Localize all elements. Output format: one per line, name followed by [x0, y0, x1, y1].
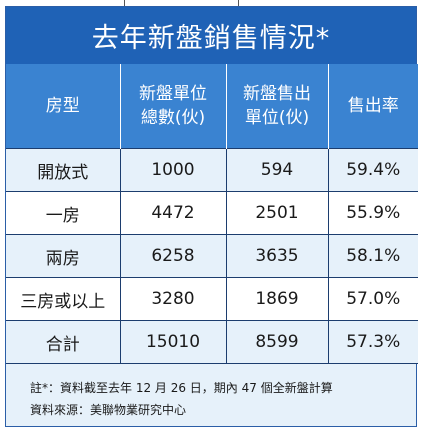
table-total-row: 合計 15010 8599 57.3%: [6, 320, 418, 364]
header-sell-rate-label: 售出率: [347, 96, 399, 116]
cell-flat-type: 三房或以上: [6, 277, 120, 321]
header-total-units-line1: 新盤單位: [139, 84, 207, 104]
cell-total-units: 15010: [119, 320, 226, 364]
cell-total-units: 3280: [119, 277, 226, 321]
header-flat-type-label: 房型: [45, 96, 80, 116]
cell-sell-rate: 57.3%: [327, 320, 418, 364]
cell-units-sold: 1869: [225, 277, 328, 321]
cell-units-sold: 594: [225, 148, 328, 192]
cell-flat-type: 一房: [6, 191, 120, 235]
table-row: 兩房 6258 3635 58.1%: [6, 234, 418, 278]
cell-units-sold: 8599: [225, 320, 328, 364]
cell-flat-type: 合計: [6, 320, 120, 364]
footnote-text: 註*：資料截至去年 12 月 26 日，期內 47 個全新盤計算: [30, 381, 333, 395]
cell-units-sold: 2501: [225, 191, 328, 235]
header-sell-rate: 售出率: [327, 64, 418, 149]
crop-mark: [124, 0, 125, 6]
header-total-units-line2: 總數(伙): [140, 108, 206, 128]
cell-total-units: 4472: [119, 191, 226, 235]
top-crop-marks: [0, 0, 423, 6]
table-row: 一房 4472 2501 55.9%: [6, 191, 418, 235]
header-units-sold-line2: 單位(伙): [244, 108, 310, 128]
table-title: 去年新盤銷售情況*: [6, 7, 416, 64]
table-header-row: 房型 新盤單位 總數(伙) 新盤售出 單位(伙) 售出率: [6, 64, 418, 149]
crop-mark: [238, 0, 239, 6]
source-text: 資料來源：美聯物業研究中心: [30, 403, 187, 417]
cell-sell-rate: 57.0%: [327, 277, 418, 321]
cell-sell-rate: 59.4%: [327, 148, 418, 192]
sales-table-card: 去年新盤銷售情況* 房型 新盤單位 總數(伙) 新盤售出 單位(伙): [5, 6, 418, 427]
header-units-sold-line1: 新盤售出: [243, 84, 311, 104]
cell-flat-type: 開放式: [6, 148, 120, 192]
table-row: 三房或以上 3280 1869 57.0%: [6, 277, 418, 321]
cell-sell-rate: 55.9%: [327, 191, 418, 235]
cell-units-sold: 3635: [225, 234, 328, 278]
table-notes: 註*：資料截至去年 12 月 26 日，期內 47 個全新盤計算 資料來源：美聯…: [6, 362, 416, 426]
cell-total-units: 1000: [119, 148, 226, 192]
sales-table: 房型 新盤單位 總數(伙) 新盤售出 單位(伙) 售出率 開放式 1000 5: [6, 64, 418, 364]
header-flat-type: 房型: [6, 64, 120, 149]
header-total-units: 新盤單位 總數(伙): [119, 64, 226, 149]
table-row: 開放式 1000 594 59.4%: [6, 148, 418, 192]
cell-flat-type: 兩房: [6, 234, 120, 278]
cell-sell-rate: 58.1%: [327, 234, 418, 278]
cell-total-units: 6258: [119, 234, 226, 278]
header-units-sold: 新盤售出 單位(伙): [225, 64, 328, 149]
